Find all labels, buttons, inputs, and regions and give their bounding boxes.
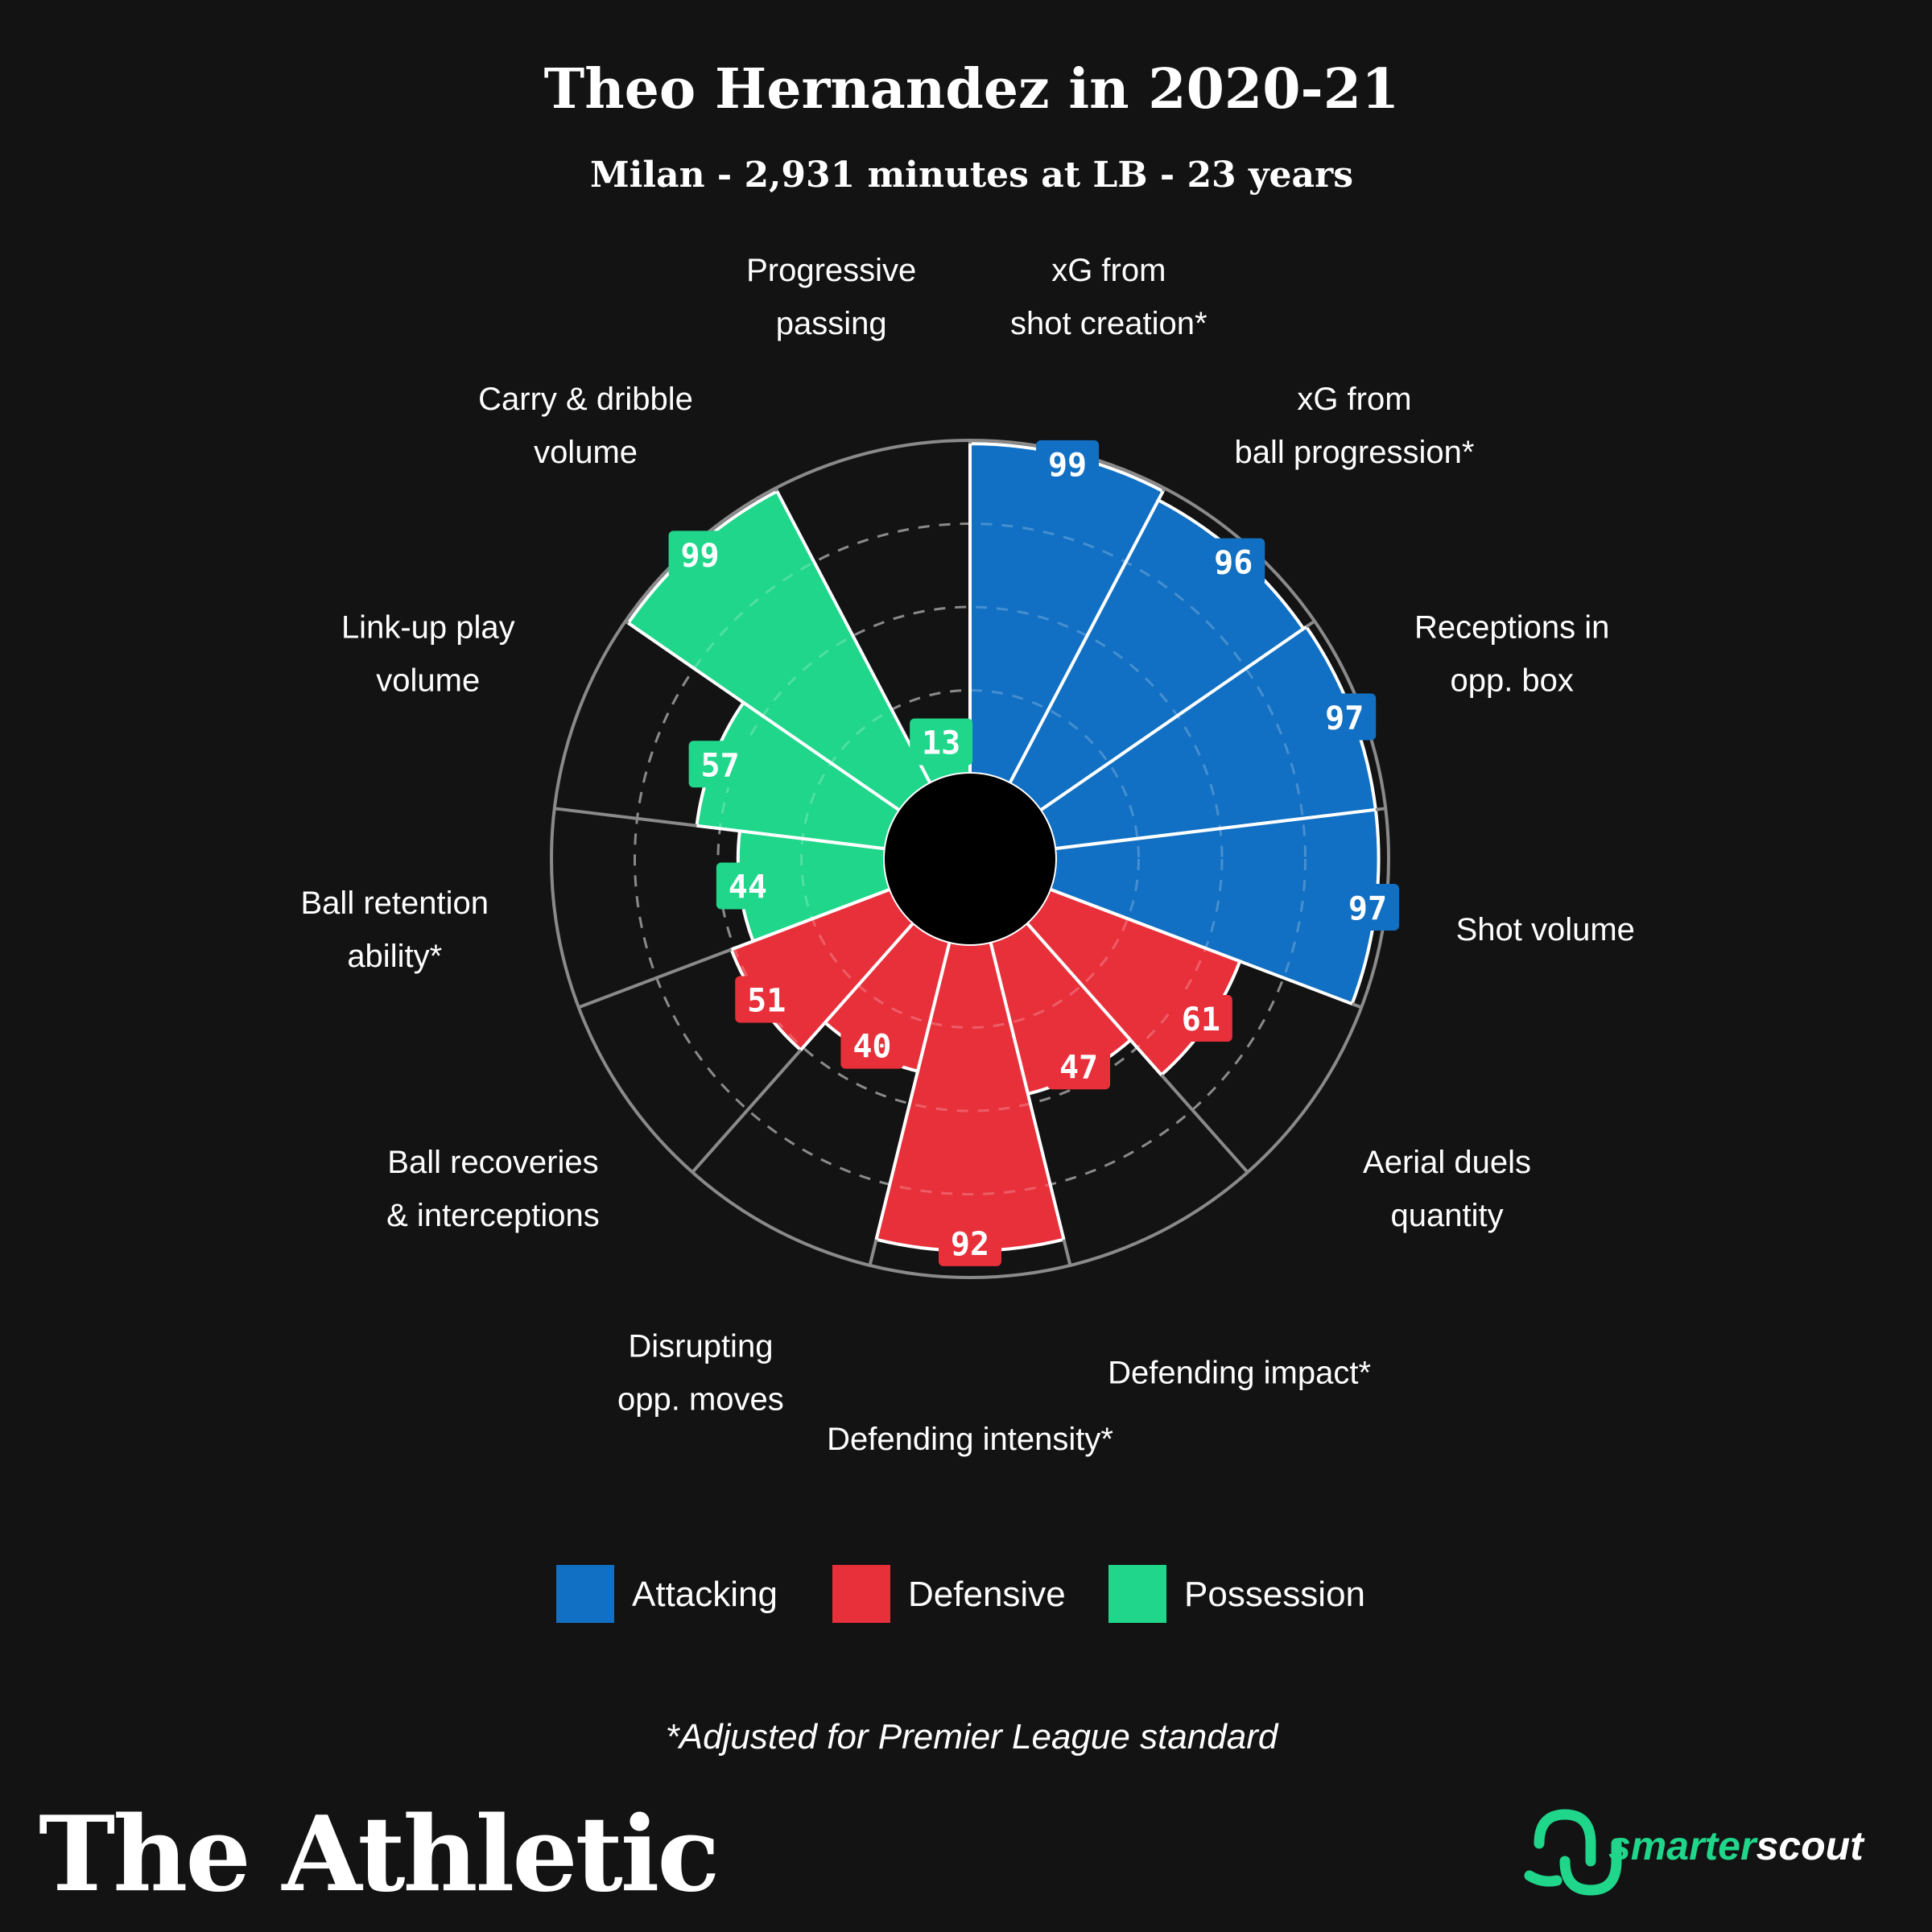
value-label-3: 97 bbox=[1348, 890, 1387, 927]
smarterscout-mark-icon bbox=[1524, 1809, 1622, 1896]
grid-spoke-4 bbox=[1351, 1002, 1362, 1009]
category-label-line: volume bbox=[534, 435, 638, 470]
value-label-0: 99 bbox=[1048, 447, 1087, 484]
value-badge-bg-11 bbox=[668, 530, 732, 578]
smarterscout-wordmark: smarterscout bbox=[1608, 1823, 1865, 1868]
legend-label-attacking: Attacking bbox=[632, 1575, 778, 1614]
grid-ring-overlay-2 bbox=[716, 605, 1224, 1113]
value-label-7: 40 bbox=[852, 1029, 891, 1066]
category-label-0: xG from shot creation* bbox=[1010, 253, 1208, 341]
category-label-2: Receptions in opp. box bbox=[1414, 610, 1609, 699]
category-label-line: Carry & dribble bbox=[478, 382, 693, 417]
category-label-line: opp. moves bbox=[617, 1382, 784, 1418]
category-label-line: shot creation* bbox=[1010, 306, 1208, 341]
category-label-line: Link-up play bbox=[341, 610, 515, 646]
value-badge-bg-1 bbox=[1202, 538, 1265, 585]
category-label-11: Carry & dribble volume bbox=[478, 382, 693, 470]
value-badge-bg-6 bbox=[939, 1219, 1001, 1266]
value-label-4: 61 bbox=[1182, 1001, 1220, 1038]
category-label-line: Defending intensity* bbox=[827, 1422, 1113, 1457]
category-label-3: Shot volume bbox=[1456, 912, 1635, 947]
value-badge-bg-5 bbox=[1047, 1042, 1111, 1090]
category-labels: xG from shot creation* xG from ball progres… bbox=[301, 253, 1635, 1457]
grid-spoke-12 bbox=[774, 487, 779, 493]
value-badge-bg-0 bbox=[1036, 440, 1100, 487]
category-label-7: Disrupting opp. moves bbox=[617, 1329, 784, 1418]
value-badge-bg-12 bbox=[910, 718, 973, 766]
smarterscout-word-a: smarter bbox=[1608, 1823, 1758, 1868]
category-label-line: Disrupting bbox=[628, 1329, 773, 1364]
polar-grid-overlay bbox=[554, 440, 1386, 1266]
value-label-9: 44 bbox=[729, 869, 767, 906]
value-label-11: 99 bbox=[680, 537, 719, 574]
category-label-line: volume bbox=[376, 663, 480, 699]
grid-ring-overlay-3 bbox=[634, 522, 1307, 1195]
grid-spoke-3 bbox=[1375, 807, 1386, 811]
value-label-1: 96 bbox=[1214, 545, 1253, 582]
chart-subtitle: Milan - 2,931 minutes at LB - 23 years bbox=[590, 155, 1353, 196]
grid-spoke-5 bbox=[1160, 1074, 1249, 1174]
grid-spoke-8 bbox=[691, 1049, 803, 1174]
category-label-line: quantity bbox=[1390, 1198, 1503, 1233]
grid-spoke-9 bbox=[578, 947, 733, 1009]
footnote: *Adjusted for Premier League standard bbox=[666, 1717, 1279, 1757]
chart-title: Theo Hernandez in 2020-21 bbox=[544, 57, 1400, 122]
category-label-1: xG from ball progression* bbox=[1234, 382, 1474, 470]
category-label-line: opp. box bbox=[1450, 663, 1573, 699]
category-label-8: Ball recoveries & interceptions bbox=[386, 1145, 600, 1233]
center-hole bbox=[885, 774, 1055, 944]
category-label-line: Aerial duels bbox=[1363, 1145, 1531, 1180]
value-badge-bg-4 bbox=[1169, 994, 1232, 1042]
value-label-8: 51 bbox=[747, 982, 786, 1019]
value-badge-bg-9 bbox=[716, 862, 779, 910]
smarterscout-logo: smarterscout bbox=[1524, 1809, 1865, 1896]
category-label-line: xG from bbox=[1051, 253, 1166, 288]
smarterscout-word-b: scout bbox=[1756, 1823, 1865, 1868]
value-badge-bg-3 bbox=[1335, 883, 1399, 931]
legend-label-defensive: Defensive bbox=[908, 1575, 1066, 1614]
value-label-12: 13 bbox=[922, 725, 960, 762]
grid-ring-overlay-1 bbox=[800, 689, 1140, 1029]
category-label-line: passing bbox=[776, 306, 887, 341]
category-label-4: Aerial duels quantity bbox=[1363, 1145, 1531, 1233]
grid-spoke-1 bbox=[1161, 487, 1166, 493]
legend: Attacking Defensive Possession bbox=[556, 1565, 1365, 1623]
category-label-10: Link-up play volume bbox=[341, 610, 515, 699]
category-label-5: Defending impact* bbox=[1108, 1356, 1371, 1391]
category-label-line: Shot volume bbox=[1456, 912, 1635, 947]
legend-label-possession: Possession bbox=[1184, 1575, 1365, 1614]
grid-spoke-11 bbox=[624, 619, 630, 625]
category-label-line: ability* bbox=[347, 939, 442, 974]
value-badge-bg-8 bbox=[735, 976, 799, 1023]
value-badges: 99 96 97 97 61 47 92 40 51 44 57 99 13 bbox=[668, 440, 1399, 1266]
value-label-6: 92 bbox=[951, 1226, 989, 1263]
legend-swatch-defensive bbox=[832, 1565, 890, 1623]
category-label-9: Ball retention ability* bbox=[301, 886, 489, 974]
category-label-line: & interceptions bbox=[386, 1198, 600, 1233]
category-label-line: xG from bbox=[1297, 382, 1411, 417]
value-badge-bg-2 bbox=[1313, 693, 1377, 741]
grid-spoke-10 bbox=[554, 807, 697, 828]
value-label-10: 57 bbox=[701, 747, 740, 784]
value-label-5: 47 bbox=[1059, 1049, 1098, 1086]
category-label-line: Progressive bbox=[746, 253, 916, 288]
category-label-6: Defending intensity* bbox=[827, 1422, 1113, 1457]
category-label-line: ball progression* bbox=[1234, 435, 1474, 470]
legend-swatch-possession bbox=[1108, 1565, 1166, 1623]
category-label-line: Ball retention bbox=[301, 886, 489, 921]
value-badge-bg-10 bbox=[688, 741, 752, 788]
category-label-line: Defending impact* bbox=[1108, 1356, 1371, 1391]
value-badge-bg-7 bbox=[840, 1022, 904, 1069]
category-label-12: Progressive passing bbox=[746, 253, 916, 341]
category-label-line: Receptions in bbox=[1414, 610, 1609, 646]
grid-spoke-7 bbox=[868, 1239, 878, 1266]
the-athletic-logo: The Athletic bbox=[39, 1794, 717, 1915]
legend-swatch-attacking bbox=[556, 1565, 614, 1623]
grid-spoke-2 bbox=[1305, 619, 1316, 629]
grid-spoke-6 bbox=[1062, 1239, 1072, 1266]
category-label-line: Ball recoveries bbox=[387, 1145, 598, 1180]
value-label-2: 97 bbox=[1325, 700, 1364, 737]
